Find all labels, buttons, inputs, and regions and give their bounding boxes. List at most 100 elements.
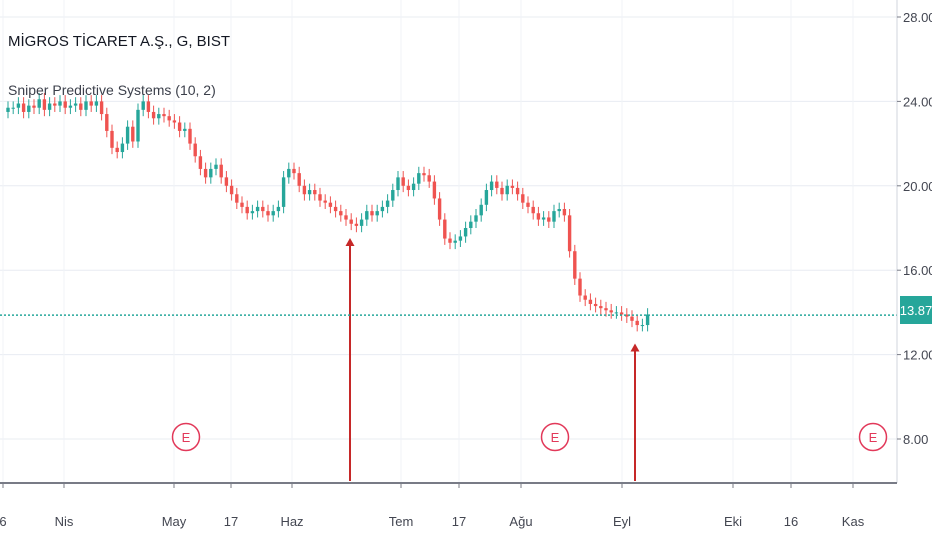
candle-body bbox=[198, 156, 203, 169]
candle-body bbox=[37, 99, 41, 108]
candle-body bbox=[157, 114, 161, 119]
candle-body bbox=[136, 109, 140, 142]
candle-body bbox=[385, 200, 390, 207]
y-tick-label: 28.00 bbox=[903, 10, 932, 25]
candle-body bbox=[339, 211, 343, 216]
candle-body bbox=[6, 107, 10, 112]
candle-body bbox=[229, 185, 234, 195]
symbol-legend[interactable]: MİGROS TİCARET A.Ş., G, BIST bbox=[8, 33, 230, 50]
candle-body bbox=[79, 103, 83, 110]
candle-body bbox=[495, 181, 499, 188]
candle-body bbox=[307, 190, 312, 195]
x-tick-label: Nis bbox=[55, 514, 74, 529]
x-tick-label: Kas bbox=[842, 514, 865, 529]
candle-body bbox=[463, 228, 468, 237]
candle-body bbox=[432, 181, 437, 199]
candle-body bbox=[214, 164, 218, 169]
candle-body bbox=[578, 278, 582, 296]
candle-body bbox=[172, 120, 177, 123]
candle-body bbox=[437, 198, 442, 220]
earnings-badge[interactable] bbox=[540, 422, 570, 452]
time-axis[interactable]: 6 Nis May 17 Haz Tem 17 Ağu Eyl Eki 16 Kas bbox=[0, 483, 865, 529]
last-price-badge-bg bbox=[900, 296, 932, 324]
candle-body bbox=[375, 211, 379, 216]
candle-body bbox=[562, 209, 567, 216]
candle-body bbox=[266, 211, 270, 216]
candle-body bbox=[27, 105, 31, 112]
candle-body bbox=[11, 107, 15, 109]
candle-body bbox=[380, 206, 385, 212]
earnings-label: E bbox=[869, 430, 878, 445]
candle-body bbox=[73, 103, 78, 106]
candle-body bbox=[515, 187, 520, 195]
vertical-gridlines bbox=[2, 0, 854, 483]
candle-body bbox=[541, 217, 546, 220]
candle-body bbox=[131, 126, 135, 142]
candle-body bbox=[359, 219, 364, 226]
candle-body bbox=[422, 173, 426, 176]
candle-body bbox=[630, 316, 634, 321]
y-tick-label: 20.00 bbox=[903, 179, 932, 194]
candle-body bbox=[500, 187, 504, 195]
candle-body bbox=[604, 308, 608, 311]
candle-body bbox=[240, 202, 244, 207]
candle-body bbox=[313, 190, 317, 195]
candle-body bbox=[349, 219, 353, 224]
candle-body bbox=[593, 303, 598, 307]
candle-body bbox=[417, 173, 421, 184]
candle-body bbox=[209, 168, 213, 178]
x-tick-label: Tem bbox=[389, 514, 414, 529]
candle-body bbox=[635, 320, 639, 326]
x-tick-label: 17 bbox=[224, 514, 238, 529]
candle-body bbox=[219, 164, 223, 178]
candle-body bbox=[567, 215, 572, 252]
price-axis[interactable]: 28.00 24.00 20.00 16.00 12.00 8.00 bbox=[897, 10, 932, 447]
candle-body bbox=[547, 217, 551, 222]
candle-body bbox=[505, 185, 509, 195]
candle-body bbox=[193, 143, 197, 157]
candle-body bbox=[453, 240, 457, 243]
candle-body bbox=[105, 114, 109, 131]
candle-body bbox=[323, 200, 327, 203]
candle-body bbox=[411, 183, 416, 191]
candle-body bbox=[224, 177, 229, 186]
candle-body bbox=[625, 314, 629, 317]
candle-body bbox=[203, 168, 208, 178]
candle-body bbox=[84, 101, 88, 110]
candle-body bbox=[531, 206, 535, 214]
earnings-badge[interactable] bbox=[171, 422, 201, 452]
y-tick-label: 12.00 bbox=[903, 348, 932, 363]
candle-body bbox=[297, 173, 301, 186]
candle-body bbox=[557, 209, 561, 212]
candle-body bbox=[458, 236, 463, 241]
candle-body bbox=[167, 116, 171, 121]
candle-body bbox=[619, 312, 624, 315]
candle-body bbox=[63, 101, 67, 108]
earnings-label: E bbox=[551, 430, 560, 445]
candle-body bbox=[479, 204, 483, 216]
candle-body bbox=[510, 185, 515, 188]
candle-body bbox=[245, 206, 249, 214]
candle-body bbox=[58, 101, 62, 106]
candle-body bbox=[370, 211, 374, 216]
candle-body bbox=[489, 181, 494, 191]
candle-body bbox=[536, 213, 541, 220]
indicator-legend[interactable]: Sniper Predictive Systems (10, 2) bbox=[8, 82, 216, 98]
candle-body bbox=[183, 128, 187, 131]
candle-body bbox=[427, 175, 431, 182]
candle-body bbox=[365, 211, 369, 220]
x-tick-label: May bbox=[162, 514, 187, 529]
last-price-badge: 13.87 bbox=[900, 296, 932, 324]
candle-body bbox=[292, 168, 296, 174]
candle-body bbox=[302, 185, 307, 195]
x-tick-label: 17 bbox=[452, 514, 466, 529]
candle-body bbox=[354, 223, 359, 226]
candle-body bbox=[287, 168, 291, 178]
candle-body bbox=[396, 177, 400, 191]
candle-body bbox=[391, 190, 395, 201]
candle-body bbox=[47, 103, 52, 110]
earnings-badge[interactable] bbox=[858, 422, 888, 452]
candle-body bbox=[443, 219, 447, 239]
